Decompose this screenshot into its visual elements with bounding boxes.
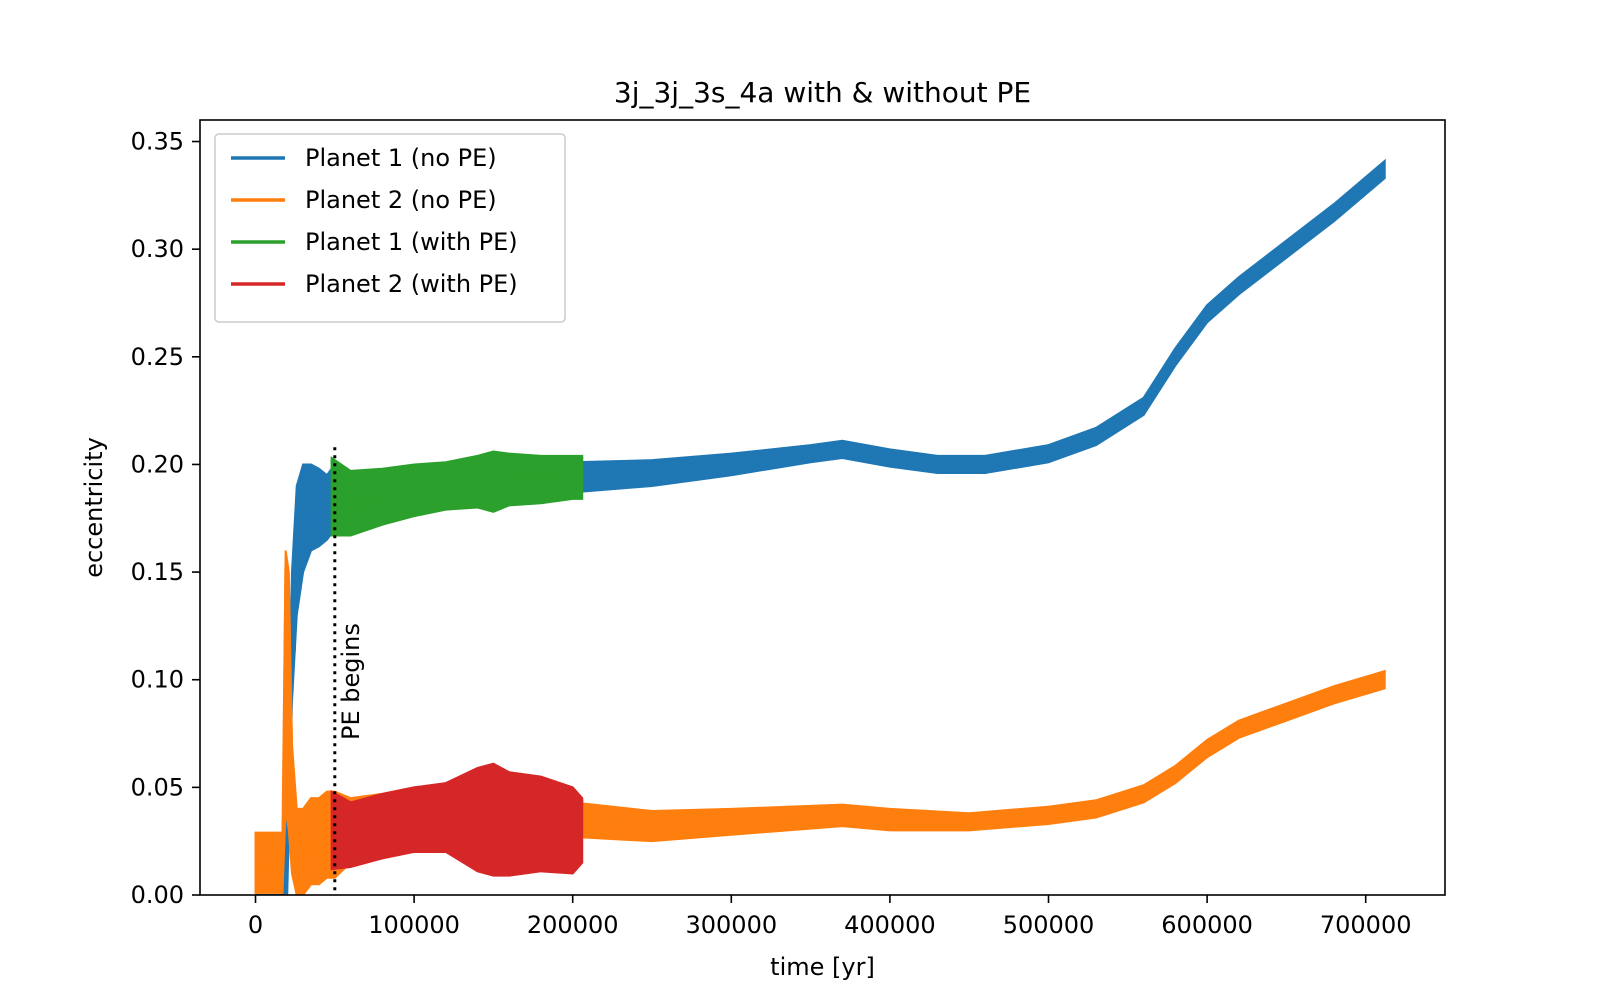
x-axis: 0 100000 200000 300000 400000 500000 600000 700… [248,895,1412,939]
y-tick-label: 0.15 [131,558,184,586]
series-3 [330,450,584,537]
y-tick-label: 0.30 [131,235,184,263]
x-tick-label: 300000 [685,911,777,939]
x-tick-label: 200000 [527,911,619,939]
plot-frame [199,119,1446,896]
series-line-3 [330,453,584,534]
y-tick-label: 0.25 [131,343,184,371]
annotation-layer: PE begins [333,447,365,895]
y-tick-label: 0.05 [131,773,184,801]
legend-entry: Planet 2 (no PE) [305,186,497,214]
y-tick-label: 0.20 [131,450,184,478]
legend: Planet 1 (no PE) Planet 2 (no PE) Planet 1… [214,133,566,323]
y-tick-label: 0.10 [131,666,184,694]
legend-box [214,133,566,323]
chart-title: 3j_3j_3s_4a with & without PE [614,76,1031,109]
legend-entry: Planet 1 (no PE) [305,144,497,172]
x-tick-label: 0 [248,911,263,939]
series-layer [254,158,1386,895]
series-4 [330,762,584,877]
series-line-4 [330,766,584,874]
y-tick-label: 0.35 [131,128,184,156]
x-tick-label: 700000 [1320,911,1412,939]
x-axis-label: time [yr] [770,953,875,981]
y-axis-label: eccentricity [80,437,108,578]
x-tick-label: 400000 [844,911,936,939]
legend-entry: Planet 1 (with PE) [305,228,518,256]
legend-entry: Planet 2 (with PE) [305,270,518,298]
annotation-label: PE begins [337,623,365,740]
y-tick-label: 0.00 [131,881,184,909]
x-tick-label: 100000 [368,911,460,939]
x-tick-label: 500000 [1003,911,1095,939]
y-axis: 0.00 0.05 0.10 0.15 0.20 0.25 0.30 0.35 [131,128,200,909]
x-tick-label: 600000 [1161,911,1253,939]
